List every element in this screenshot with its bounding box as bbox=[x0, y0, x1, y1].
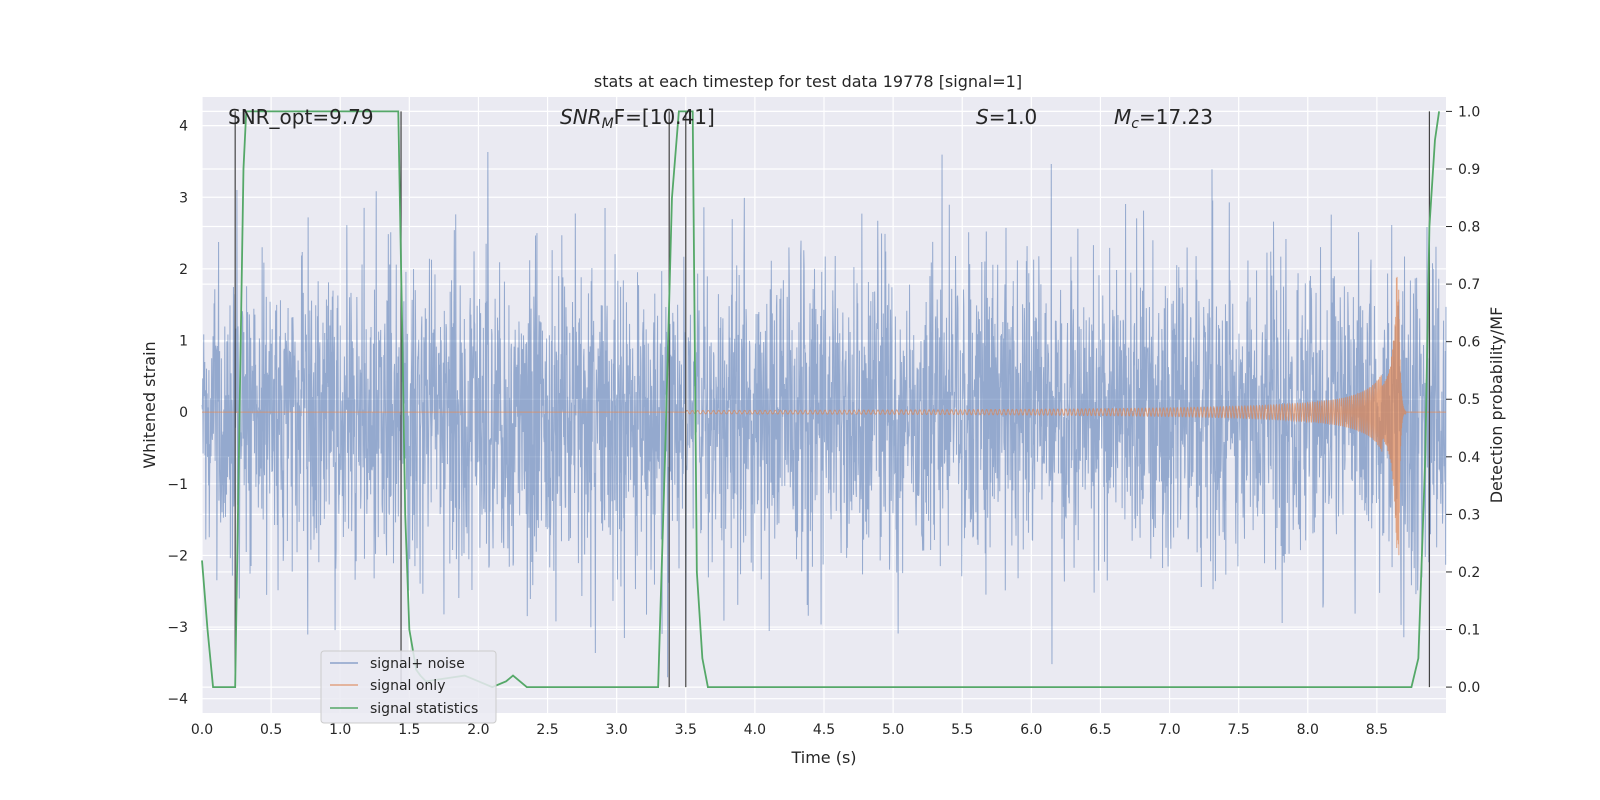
x-tick-1: 0.5 bbox=[260, 722, 282, 738]
annotation-snr-mf-rest: F=[10.41] bbox=[614, 105, 715, 129]
annotation-mc-rest: =17.23 bbox=[1139, 105, 1213, 129]
y-right-tick-6: 0.4 bbox=[1458, 450, 1480, 466]
x-axis-label: Time (s) bbox=[790, 748, 856, 767]
y-right-tick-8: 0.2 bbox=[1458, 565, 1480, 581]
x-tick-8: 4.0 bbox=[744, 722, 766, 738]
legend-label-noise: signal+ noise bbox=[370, 656, 465, 672]
x-tick-labels: 0.0 0.5 1.0 1.5 2.0 2.5 3.0 3.5 4.0 4.5 5.0 5.5 6.0 6… bbox=[191, 722, 1388, 738]
annotation-mc: Mc=17.23 bbox=[1114, 105, 1213, 132]
annotation-snr-mf-base: SNR bbox=[560, 105, 602, 129]
y-left-tick-8: −4 bbox=[167, 692, 188, 708]
annotation-s: S=1.0 bbox=[976, 105, 1037, 129]
y-right-tick-1: 0.9 bbox=[1458, 162, 1480, 178]
y-left-tick-6: −2 bbox=[167, 548, 188, 564]
x-tick-13: 6.5 bbox=[1089, 722, 1111, 738]
legend-box bbox=[320, 650, 497, 724]
x-tick-4: 2.0 bbox=[467, 722, 489, 738]
annotation-snr-mf-sub: M bbox=[602, 116, 614, 132]
annotation-s-base: S bbox=[976, 105, 989, 129]
x-tick-15: 7.5 bbox=[1228, 722, 1250, 738]
annotation-snr-opt: SNR_opt=9.79 bbox=[228, 105, 374, 129]
y-left-tick-3: 1 bbox=[179, 334, 188, 350]
y-left-tick-5: −1 bbox=[167, 477, 188, 493]
x-tick-14: 7.0 bbox=[1158, 722, 1180, 738]
y-right-tick-0: 1.0 bbox=[1458, 104, 1480, 120]
y-right-tick-7: 0.3 bbox=[1458, 507, 1480, 523]
series-signal-plus-noise bbox=[201, 152, 1447, 678]
y-left-axis-label: Whitened strain bbox=[140, 341, 159, 468]
y-left-tick-2: 2 bbox=[179, 262, 188, 278]
y-right-tick-10: 0.0 bbox=[1458, 680, 1480, 696]
x-tick-11: 5.5 bbox=[951, 722, 973, 738]
noise-line bbox=[201, 152, 1447, 678]
x-tick-5: 2.5 bbox=[536, 722, 558, 738]
legend: signal+ noise signal only signal statist… bbox=[320, 650, 497, 724]
y-right-tick-labels: 1.0 0.9 0.8 0.7 0.6 0.5 0.4 0.3 0.2 0.1 0.0 bbox=[1446, 104, 1480, 696]
series-signal-only bbox=[202, 276, 1446, 556]
y-right-tick-9: 0.1 bbox=[1458, 623, 1480, 639]
signal-statistics-line bbox=[201, 110, 1440, 689]
x-tick-3: 1.5 bbox=[398, 722, 420, 738]
y-right-tick-3: 0.7 bbox=[1458, 277, 1480, 293]
x-tick-9: 4.5 bbox=[813, 722, 835, 738]
series-signal-statistics bbox=[201, 110, 1440, 689]
annotation-mc-base: M bbox=[1114, 105, 1131, 129]
legend-label-stat: signal statistics bbox=[370, 701, 478, 717]
x-tick-12: 6.0 bbox=[1020, 722, 1042, 738]
signal-only-line bbox=[202, 276, 1446, 556]
y-left-tick-7: −3 bbox=[167, 620, 188, 636]
legend-label-signal: signal only bbox=[370, 678, 445, 694]
x-tick-7: 3.5 bbox=[675, 722, 697, 738]
y-left-tick-1: 3 bbox=[179, 190, 188, 206]
vertical-markers bbox=[234, 111, 1431, 688]
x-tick-10: 5.0 bbox=[882, 722, 904, 738]
x-tick-2: 1.0 bbox=[329, 722, 351, 738]
y-right-tick-2: 0.8 bbox=[1458, 220, 1480, 236]
chart-title: stats at each timestep for test data 197… bbox=[594, 72, 1022, 91]
x-tick-16: 8.0 bbox=[1297, 722, 1319, 738]
annotation-s-rest: =1.0 bbox=[989, 105, 1038, 129]
y-right-tick-4: 0.6 bbox=[1458, 335, 1480, 351]
y-left-tick-4: 0 bbox=[179, 405, 188, 421]
x-tick-6: 3.0 bbox=[606, 722, 628, 738]
annotation-snr-mf: SNRMF=[10.41] bbox=[560, 105, 715, 132]
y-left-tick-labels: 4 3 2 1 0 −1 −2 −3 −4 bbox=[167, 119, 188, 708]
y-left-tick-0: 4 bbox=[179, 119, 188, 135]
x-tick-0: 0.0 bbox=[191, 722, 213, 738]
x-tick-17: 8.5 bbox=[1366, 722, 1388, 738]
y-right-axis-label: Detection probability/MF bbox=[1487, 307, 1506, 504]
y-right-tick-5: 0.5 bbox=[1458, 392, 1480, 408]
annotation-mc-sub: c bbox=[1131, 116, 1139, 132]
